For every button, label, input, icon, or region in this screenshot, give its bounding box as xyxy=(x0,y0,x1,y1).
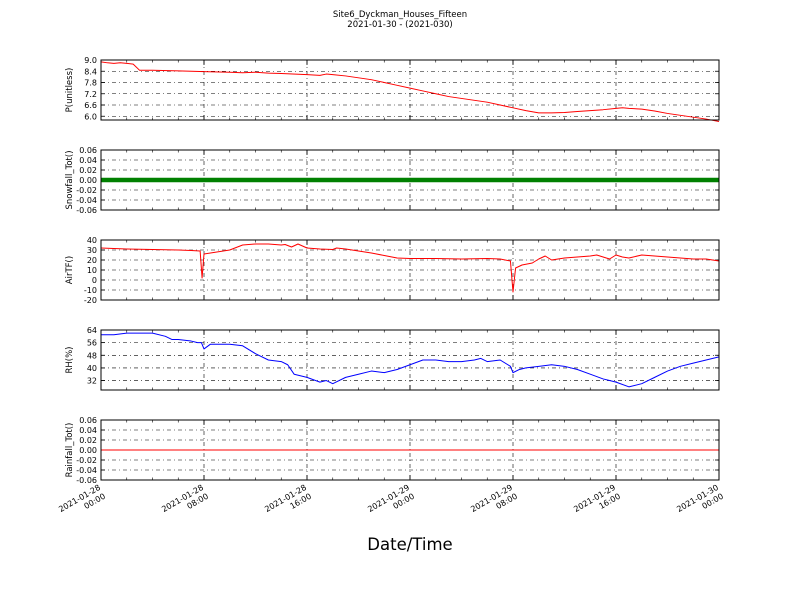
y-tick-label: 0.00 xyxy=(79,176,97,185)
x-tick-label: 2021-01-2908:00 xyxy=(469,483,519,523)
y-tick-label: 0.06 xyxy=(79,146,97,155)
x-axis-label: Date/Time xyxy=(367,535,452,554)
y-axis-label: Rainfall_Tot() xyxy=(65,423,75,478)
y-tick-label: -0.04 xyxy=(76,196,97,205)
y-tick-label: 56 xyxy=(87,339,97,348)
y-tick-label: 20 xyxy=(87,256,97,265)
panel-3: 64 56 48 40 32 RH(%) xyxy=(65,326,720,391)
x-tick-label: 2021-01-2916:00 xyxy=(572,483,622,523)
plot-frame xyxy=(100,419,720,481)
y-tick-label: 10 xyxy=(87,266,97,275)
y-tick-label: 6.0 xyxy=(84,112,97,121)
y-axis-label: AirTF() xyxy=(65,256,75,284)
plot-frame xyxy=(100,239,720,301)
y-tick-label: 0.00 xyxy=(79,446,97,455)
y-tick-label: -10 xyxy=(84,286,97,295)
plot-frame xyxy=(100,149,720,211)
panel-4: 0.060.040.020.00-0.02-0.04-0.06Rainfall_… xyxy=(65,416,720,485)
chart-subtitle: 2021-01-30 - (2021-030) xyxy=(347,20,453,30)
series-line-2 xyxy=(100,243,720,293)
x-tick-label: 2021-01-2816:00 xyxy=(263,483,313,523)
y-tick-label: 0.06 xyxy=(79,416,97,425)
y-tick-label: -0.02 xyxy=(76,456,97,465)
y-tick-label: -0.04 xyxy=(76,466,97,475)
y-tick-label: 0.04 xyxy=(79,426,97,435)
y-tick-label: -0.06 xyxy=(76,206,97,215)
y-axis-label: RH(%) xyxy=(65,346,75,373)
y-tick-label: 0.02 xyxy=(79,166,97,175)
chart-title: Site6_Dyckman_Houses_Fifteen xyxy=(332,10,468,20)
y-tick-label: 40 xyxy=(87,236,97,245)
y-tick-label: 8.4 xyxy=(84,67,97,76)
y-tick-label: 30 xyxy=(87,246,97,255)
y-tick-label: -0.06 xyxy=(76,476,97,485)
x-tick-label: 2021-01-2808:00 xyxy=(160,483,210,523)
y-tick-label: 40 xyxy=(87,364,97,373)
panel-1: 0.060.040.020.00-0.02-0.04-0.06Snowfall_… xyxy=(65,146,720,215)
x-tick-label: 2021-01-2800:00 xyxy=(57,483,107,523)
plot-frame xyxy=(100,329,720,391)
y-tick-label: 0 xyxy=(92,276,97,285)
y-tick-label: 32 xyxy=(87,377,97,386)
y-tick-label: 0.02 xyxy=(79,436,97,445)
y-tick-label: 7.2 xyxy=(84,90,97,99)
y-axis-label: Snowfall_Tot() xyxy=(65,150,75,209)
y-tick-label: 0.04 xyxy=(79,156,97,165)
y-tick-label: 7.8 xyxy=(84,79,97,88)
x-tick-label: 2021-01-3000:00 xyxy=(675,483,725,523)
x-tick-label: 2021-01-2900:00 xyxy=(366,483,416,523)
series-line-0 xyxy=(100,61,720,122)
y-tick-label: 9.0 xyxy=(84,56,97,65)
plot-frame xyxy=(100,59,720,121)
y-tick-label: 48 xyxy=(87,351,97,360)
y-tick-label: 6.6 xyxy=(84,101,97,110)
y-axis-label: P(unitless) xyxy=(65,68,75,113)
panel-0: 9.0 8.4 7.8 7.2 6.6 6.0 P(unitless) xyxy=(65,56,720,122)
y-tick-label: 64 xyxy=(87,326,97,335)
series-line-3 xyxy=(101,332,720,388)
y-tick-label: -20 xyxy=(84,296,97,305)
y-tick-label: -0.02 xyxy=(76,186,97,195)
